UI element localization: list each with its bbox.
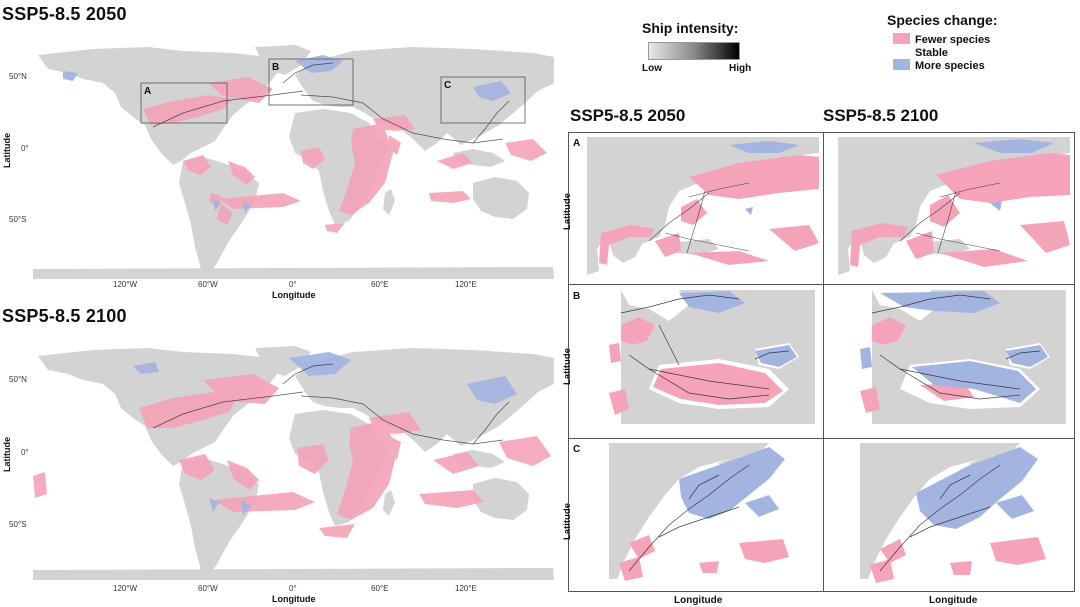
regional-xlabel-2050: Longitude <box>674 595 723 606</box>
ship-intensity-low-label: Low <box>642 63 662 74</box>
global-map-2050-ytick-50n: 50°N <box>9 72 27 81</box>
region-label-c: C <box>444 80 451 91</box>
regional-xlabel-2100: Longitude <box>929 595 978 606</box>
global-map-2050-ylabel: Latitude <box>2 133 12 168</box>
panel-b-2050: B <box>568 284 824 439</box>
global-map-2100-xlabel: Longitude <box>272 594 316 604</box>
global-map-2050-xtick-120w: 120°W <box>113 280 138 289</box>
global-map-2050-ytick-50s: 50°S <box>9 215 27 224</box>
global-map-2100-ylabel: Latitude <box>2 437 12 472</box>
global-map-2100 <box>33 344 554 580</box>
global-map-2100-xtick-0: 0° <box>289 584 297 593</box>
panel-b-ylabel: Latitude <box>562 348 573 385</box>
panel-c-2100 <box>823 438 1075 592</box>
global-map-2050-xtick-120e: 120°E <box>455 280 477 289</box>
panel-a-2050: A <box>568 132 824 285</box>
region-label-b: B <box>272 62 279 73</box>
global-map-2050-ytick-0: 0° <box>21 144 29 153</box>
global-map-2100-ytick-50s: 50°S <box>9 520 27 529</box>
global-map-2050-xtick-60w: 60°W <box>198 280 218 289</box>
global-map-2100-title: SSP5-8.5 2100 <box>2 306 127 326</box>
global-map-2100-xtick-120w: 120°W <box>113 584 138 593</box>
global-map-2050-title: SSP5-8.5 2050 <box>2 4 127 24</box>
global-map-2100-xtick-120e: 120°E <box>455 584 477 593</box>
global-map-2100-xtick-60e: 60°E <box>371 584 389 593</box>
global-map-2050-xlabel: Longitude <box>272 290 316 300</box>
global-map-2050: A B C <box>33 43 554 279</box>
global-map-2100-ytick-0: 0° <box>21 448 29 457</box>
global-map-2100-ytick-50n: 50°N <box>9 375 27 384</box>
panel-c-2050-letter: C <box>573 444 581 455</box>
panel-c-ylabel: Latitude <box>562 503 573 540</box>
global-map-2100-xtick-60w: 60°W <box>198 584 218 593</box>
more-species-swatch <box>893 59 910 70</box>
panel-a-2050-letter: A <box>573 138 581 149</box>
ship-intensity-legend-title: Ship intensity: <box>642 20 739 36</box>
ship-intensity-high-label: High <box>729 63 752 74</box>
fewer-species-label: Fewer species <box>915 34 991 46</box>
ship-intensity-colorbar <box>648 42 740 60</box>
panel-c-2050: C <box>568 438 824 592</box>
global-map-2050-xtick-0: 0° <box>289 280 297 289</box>
species-change-legend-title: Species change: <box>887 12 998 28</box>
panel-a-2100 <box>823 132 1075 285</box>
stable-label: Stable <box>915 47 949 59</box>
fewer-species-swatch <box>893 33 910 44</box>
more-species-label: More species <box>915 60 985 72</box>
global-map-2050-xtick-60e: 60°E <box>371 280 389 289</box>
region-label-a: A <box>144 86 151 97</box>
landmass-shape <box>33 45 554 279</box>
regional-col-title-2050: SSP5-8.5 2050 <box>570 106 686 125</box>
panel-b-2100 <box>823 284 1075 439</box>
regional-col-title-2100: SSP5-8.5 2100 <box>823 106 939 125</box>
region-box <box>140 58 526 124</box>
panel-b-2050-letter: B <box>573 291 581 302</box>
panel-a-ylabel: Latitude <box>562 193 573 230</box>
